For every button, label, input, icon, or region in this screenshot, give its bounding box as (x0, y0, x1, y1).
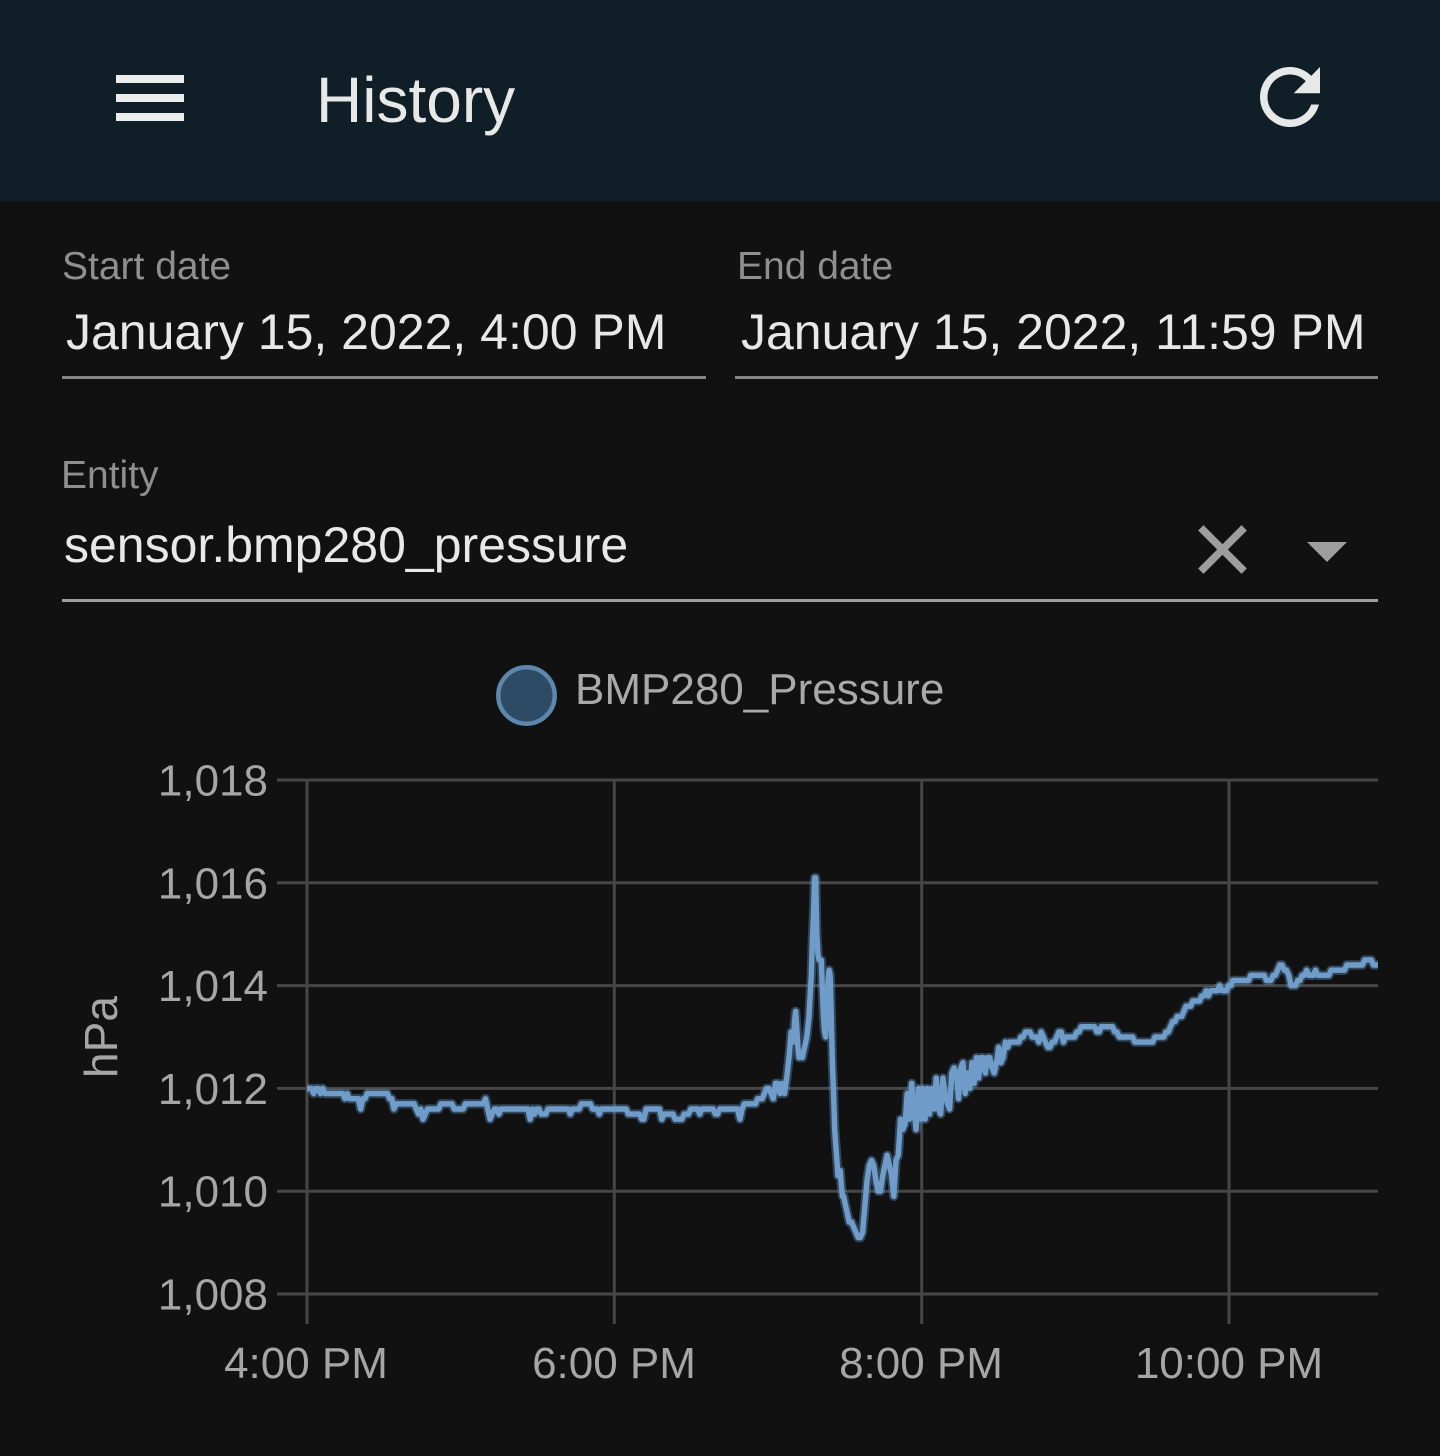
svg-text:8:00 PM: 8:00 PM (839, 1339, 1003, 1388)
svg-text:hPa: hPa (75, 996, 127, 1078)
svg-text:1,010: 1,010 (158, 1168, 268, 1217)
svg-text:1,012: 1,012 (158, 1065, 268, 1114)
svg-text:6:00 PM: 6:00 PM (532, 1339, 696, 1388)
svg-text:10:00 PM: 10:00 PM (1135, 1339, 1323, 1388)
svg-text:1,008: 1,008 (158, 1271, 268, 1320)
svg-text:4:00 PM: 4:00 PM (224, 1339, 388, 1388)
svg-text:1,014: 1,014 (158, 962, 268, 1011)
svg-text:1,016: 1,016 (158, 859, 268, 908)
svg-text:1,018: 1,018 (158, 757, 268, 806)
